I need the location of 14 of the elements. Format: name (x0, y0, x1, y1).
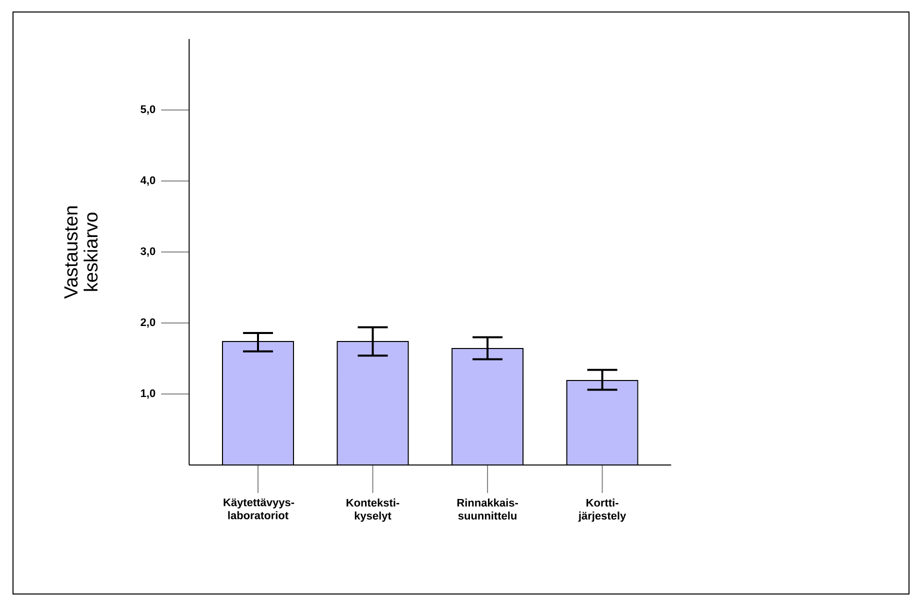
y-tick-label: 1,0 (141, 389, 156, 399)
y-tick-label: 4,0 (140, 176, 156, 186)
y-tick-label: 3,0 (140, 247, 156, 257)
x-tick-label: Kortti-järjestely (578, 498, 626, 522)
bar (336, 340, 409, 465)
bar (566, 380, 638, 465)
bar (222, 340, 294, 465)
x-tick-label: Konteksti-kyselyt (346, 498, 400, 522)
y-tick-label: 2,0 (140, 318, 156, 328)
x-tick-label: Käytettävyys-laboratoriot (224, 498, 294, 520)
y-tick-label: 5,0 (140, 105, 156, 115)
x-tick-label: Rinnakkais-suunnittelu (457, 498, 518, 520)
y-axis-title: Vastausten keskiarvo (64, 206, 98, 299)
bar (452, 348, 524, 465)
